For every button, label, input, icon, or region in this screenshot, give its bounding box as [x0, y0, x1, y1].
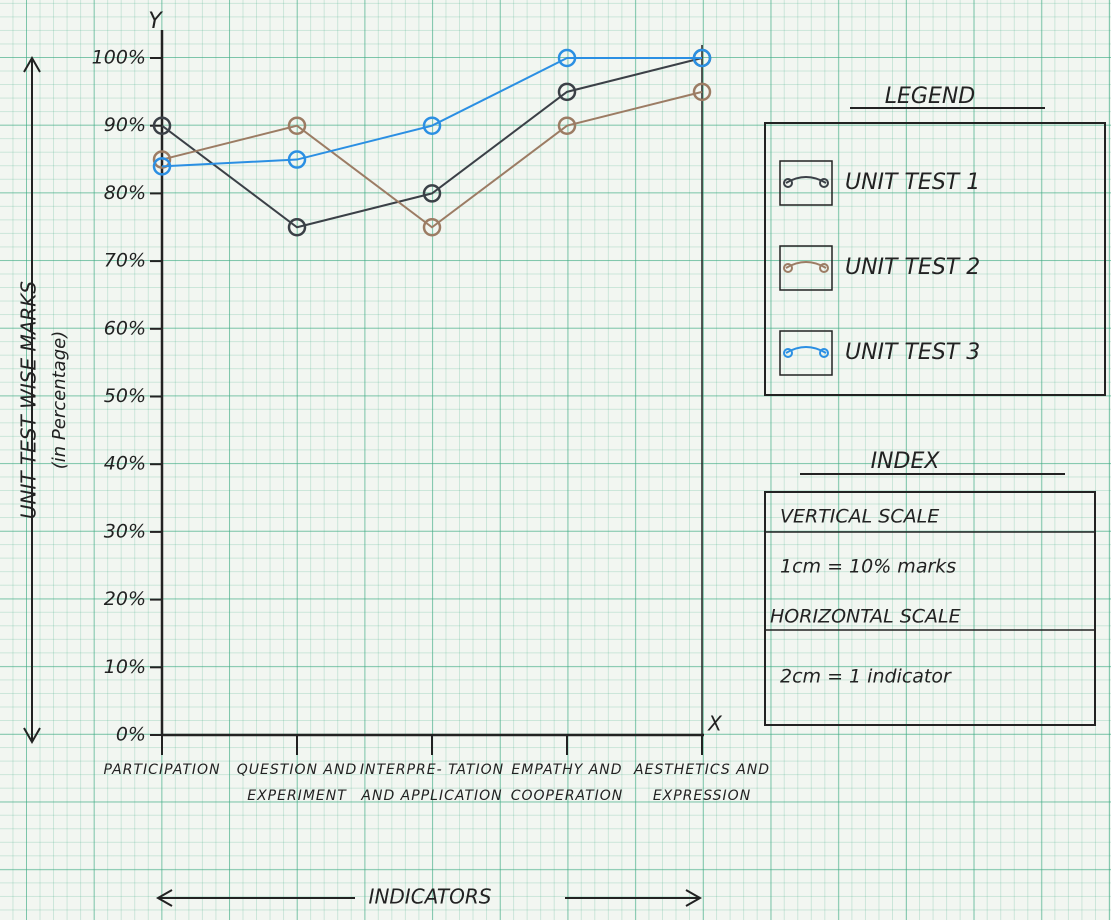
x-tick-label: EMPATHY AND COOPERATION: [510, 762, 624, 804]
y-tick-label: 50%: [104, 385, 146, 407]
data-point: [287, 218, 307, 237]
legend-title: LEGEND: [885, 84, 976, 109]
data-point: [422, 184, 442, 203]
index-title: INDEX: [871, 449, 941, 474]
y-axis-title: UNIT TEST WISE MARKS: [17, 281, 41, 520]
legend-swatch-line: [785, 261, 827, 269]
y-tick-label: 10%: [104, 656, 146, 678]
legend-swatch-line: [785, 176, 827, 184]
x-tick-label: AESTHETICS AND EXPRESSION: [633, 762, 771, 804]
legend-swatch-dot: [783, 263, 793, 273]
x-axis-letter: X: [707, 712, 723, 736]
index-line: 1cm = 10% marks: [780, 556, 956, 578]
data-point: [422, 116, 442, 135]
arrow-heads: [23, 55, 41, 745]
data-point: [287, 150, 307, 169]
legend-swatch-dot: [819, 263, 829, 273]
index-box: [764, 491, 1096, 726]
y-tick-label: 30%: [104, 520, 146, 542]
index-line: VERTICAL SCALE: [780, 506, 939, 528]
legend-swatch-box: [779, 330, 833, 376]
x-tick-label: INTERPRE- TATION AND APPLICATION: [359, 762, 505, 804]
legend-swatch-box: [779, 245, 833, 291]
arrow-heads: [155, 889, 703, 907]
y-tick-label: 40%: [104, 453, 146, 475]
y-tick-label: 100%: [92, 47, 146, 69]
y-tick-label: 90%: [104, 114, 146, 136]
legend-swatch-dot: [783, 178, 793, 188]
legend-swatch-line: [785, 346, 827, 354]
legend-label: UNIT TEST 3: [845, 340, 980, 365]
data-point: [557, 48, 577, 68]
data-point: [557, 116, 577, 135]
series-line: [161, 90, 703, 229]
data-point: [287, 116, 307, 135]
y-tick-label: 0%: [116, 724, 146, 746]
x-axis-title: INDICATORS: [369, 885, 492, 909]
series-line: [161, 57, 703, 229]
x-tick-label: QUESTION AND EXPERIMENT: [236, 762, 358, 804]
y-axis-subtitle: (in Percentage): [49, 331, 70, 469]
legend-swatch-dot: [783, 348, 793, 358]
data-point: [152, 157, 172, 176]
data-point: [557, 82, 577, 102]
legend-swatch-box: [779, 160, 833, 206]
data-point: [692, 82, 712, 102]
legend-label: UNIT TEST 2: [845, 255, 980, 280]
legend-box: [764, 122, 1106, 396]
series-line: [161, 57, 702, 168]
y-axis-letter: Y: [148, 9, 163, 34]
x-tick-label: PARTICIPATION: [103, 762, 221, 778]
data-point: [422, 218, 442, 237]
legend-swatch-dot: [819, 348, 829, 358]
data-point: [152, 116, 172, 135]
y-tick-label: 80%: [104, 182, 146, 204]
legend-swatch-dot: [819, 178, 829, 188]
data-point: [152, 150, 172, 169]
index-line: HORIZONTAL SCALE: [770, 606, 961, 628]
data-point: [692, 48, 712, 68]
y-tick-label: 70%: [104, 250, 146, 272]
y-tick-label: 60%: [104, 317, 146, 339]
legend-label: UNIT TEST 1: [845, 170, 980, 195]
index-line: 2cm = 1 indicator: [780, 666, 952, 688]
y-tick-label: 20%: [104, 588, 146, 610]
